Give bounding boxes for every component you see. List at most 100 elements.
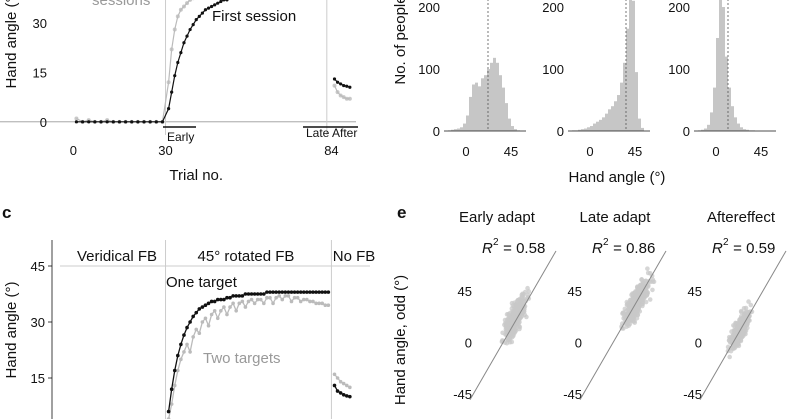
x-tick-label: 0 [712, 144, 719, 159]
histogram-bar [638, 118, 641, 131]
data-point [280, 297, 285, 302]
data-point [348, 385, 352, 390]
series-annotation-sessions: sessions [92, 0, 150, 9]
histogram-bar [475, 82, 478, 131]
data-point [347, 96, 352, 101]
data-point [169, 402, 174, 406]
data-point [341, 381, 346, 386]
data-point [323, 290, 328, 294]
scatter-point [524, 314, 529, 320]
x-tick-label: 30 [158, 143, 172, 158]
histogram-bar [602, 117, 605, 131]
data-point [80, 120, 85, 124]
data-point [342, 83, 346, 88]
data-point [87, 120, 91, 124]
data-point [209, 312, 214, 317]
r-squared-symbol: R [592, 240, 603, 257]
data-point [320, 290, 325, 294]
scatter-point [504, 325, 510, 331]
data-point [203, 303, 208, 308]
scatter-point [635, 312, 641, 318]
panel-letter-e: e [397, 203, 406, 222]
scatter-point [734, 338, 740, 344]
data-point [252, 292, 257, 296]
data-point [209, 299, 214, 304]
data-point [320, 301, 325, 306]
data-point [344, 394, 349, 398]
r-squared-symbol: R [712, 240, 723, 257]
scatter-point [626, 303, 632, 308]
scatter-point [526, 289, 532, 294]
data-point [305, 290, 309, 294]
subplot-title: Aftereffect [707, 209, 776, 226]
data-point [212, 309, 217, 313]
data-point [283, 294, 288, 298]
data-point [280, 290, 285, 294]
data-point [246, 292, 251, 296]
data-point [213, 3, 217, 7]
data-point [274, 295, 278, 300]
x-tick-label: 45 [628, 144, 642, 159]
scatter-point [727, 354, 732, 360]
histogram-bar [701, 129, 704, 131]
data-point [301, 290, 306, 294]
data-point [197, 14, 201, 18]
data-point [169, 47, 174, 52]
data-point [194, 18, 198, 22]
x-tick-label: 84 [324, 143, 338, 158]
data-point [317, 301, 321, 306]
phase-label-veridical: Veridical FB [77, 248, 157, 265]
data-point [332, 83, 337, 88]
histogram-bar [734, 117, 737, 131]
data-point [219, 297, 223, 302]
data-point [222, 297, 226, 302]
data-point [286, 294, 291, 298]
panel-c-learning-curve: 15 30 45 Veridical FB 45° rotated FB No FB Han… [3, 240, 375, 419]
data-point [311, 299, 315, 304]
y-tick-label: -45 [453, 387, 472, 402]
histogram-bar [731, 106, 734, 131]
scatter-point [637, 287, 643, 292]
data-point [172, 27, 177, 32]
data-point [326, 303, 331, 308]
scatter-point [525, 292, 531, 298]
series-annotation-first-session: First session [212, 8, 296, 25]
data-point [308, 290, 312, 294]
window-label-after: After [332, 126, 357, 140]
data-point [188, 0, 193, 2]
data-point [240, 299, 245, 304]
x-tick-label: 0 [462, 144, 469, 159]
scatter-point [507, 336, 513, 342]
subplot-title: Early adapt [459, 209, 536, 226]
histogram-bar [713, 87, 716, 131]
data-point [160, 120, 165, 124]
scatter-point [643, 278, 649, 284]
data-point [200, 11, 204, 15]
histogram-bar [743, 129, 746, 131]
data-point [335, 376, 340, 380]
data-point [185, 1, 190, 6]
scatter-point [521, 299, 526, 304]
scatter-point [725, 344, 731, 350]
r-squared-symbol: R [482, 240, 493, 257]
data-point [249, 297, 254, 302]
scatter-point [648, 279, 653, 285]
scatter-point [629, 292, 634, 298]
scatter-point [738, 308, 744, 314]
data-point [191, 314, 195, 319]
data-point [148, 120, 152, 124]
data-point [203, 316, 208, 321]
data-point [255, 297, 260, 302]
data-point [206, 301, 211, 306]
data-point [225, 295, 229, 300]
scatter-point [639, 277, 644, 283]
data-point [335, 389, 340, 393]
subplot-title: Late adapt [580, 209, 652, 226]
data-point [292, 290, 297, 294]
histogram-bar [710, 112, 713, 131]
data-point [298, 290, 303, 294]
data-point [314, 290, 318, 294]
data-point [111, 120, 115, 124]
data-point [311, 290, 315, 294]
data-point [277, 290, 281, 294]
